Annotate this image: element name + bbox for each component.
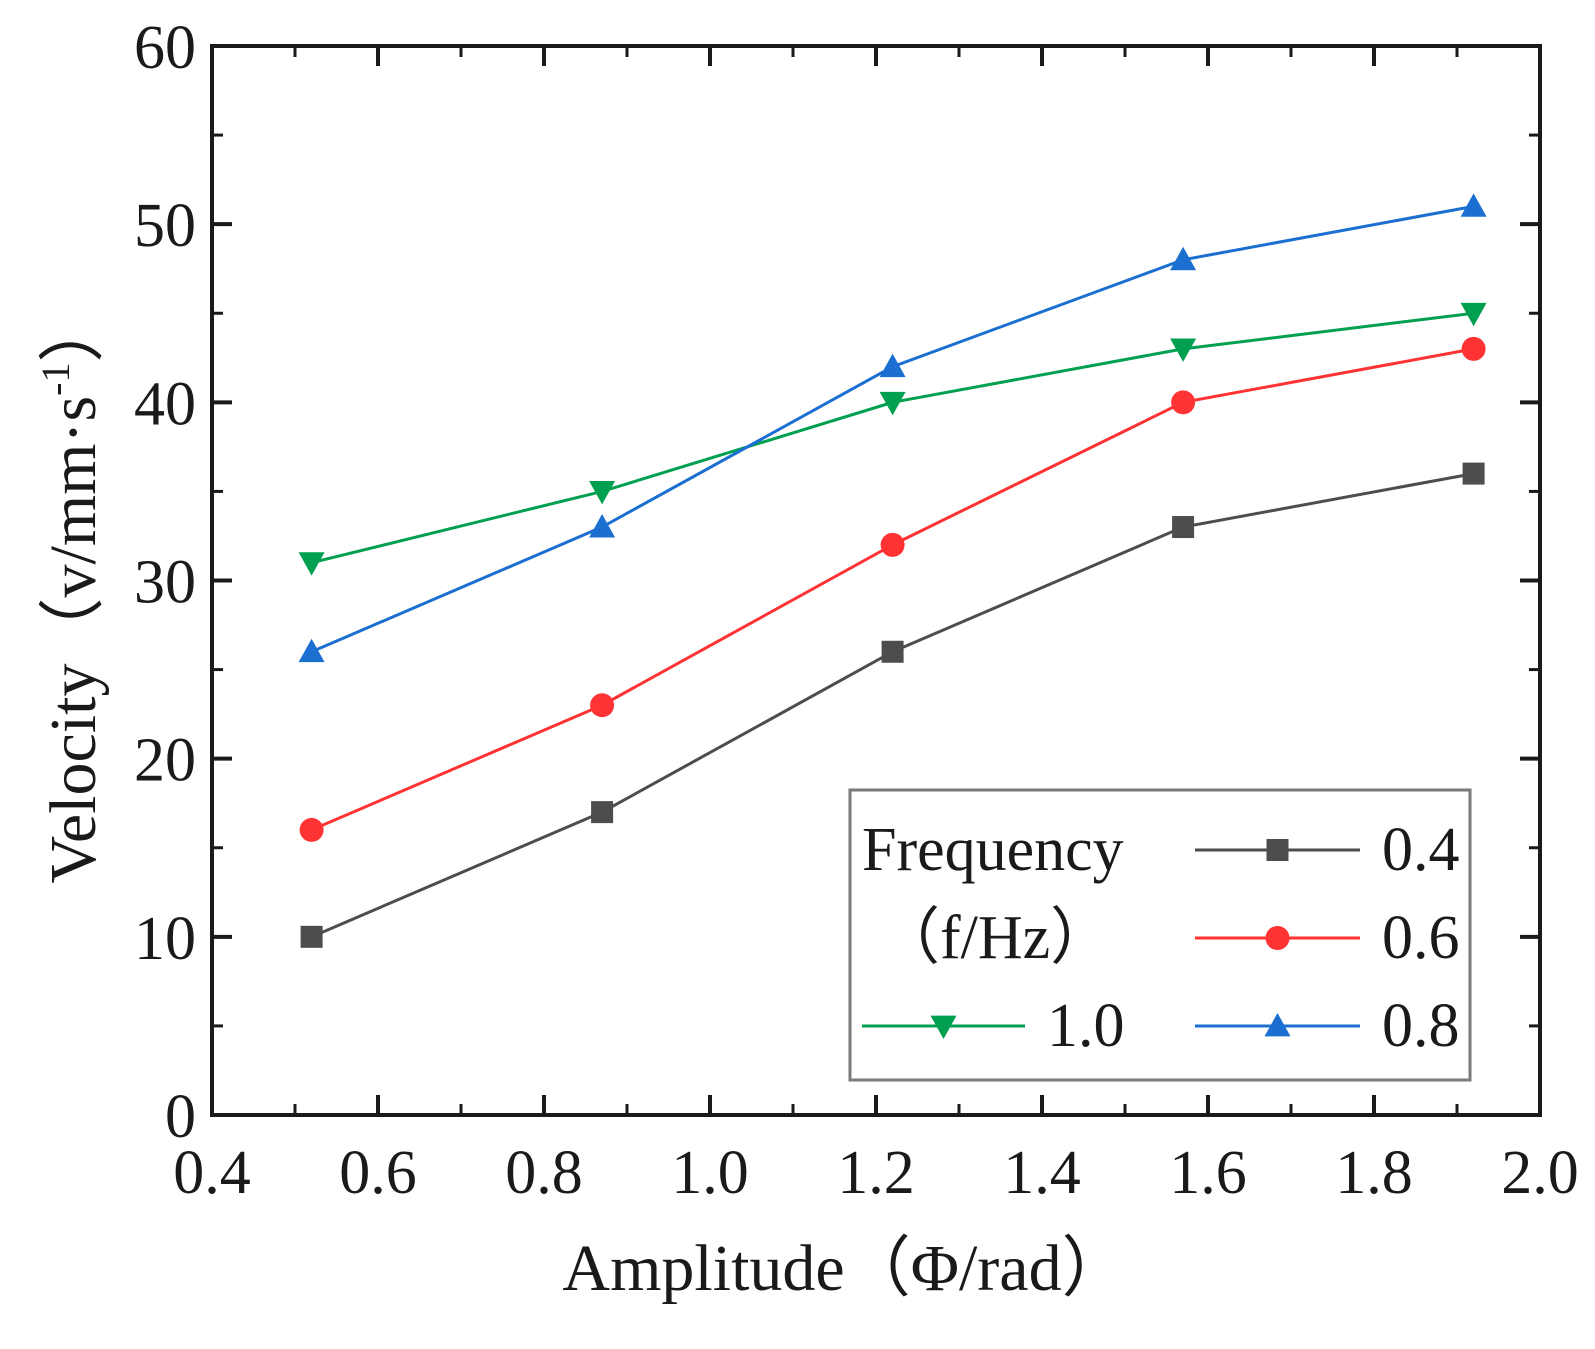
legend-entry-0.6: 0.6 [1195,904,1460,972]
legend-marker [1264,1013,1291,1037]
legend-box [848,788,1472,1082]
y-axis-label-close: ） [37,297,110,363]
data-point [1170,338,1197,362]
legend-label: 0.6 [1382,904,1460,972]
series-0.4 [300,462,1485,948]
axis-ticks: 0.4 0.6 0.8 1.0 1.2 1.4 1.6 1.8 2.0 0 10 20 30 40 50 60 [134,14,1579,1207]
y-tick-label: 30 [134,549,196,617]
data-point [298,552,325,576]
legend-label: 0.8 [1382,992,1460,1060]
series-0.6 [299,336,1486,842]
data-point [1460,193,1487,217]
y-tick-label: 0 [165,1083,196,1151]
data-point [1172,516,1195,539]
y-axis-label-group: Velocity（v/mm·s-1） [33,297,110,884]
legend-entry-0.8: 0.8 [1195,992,1460,1060]
x-tick-label: 1.6 [1169,1139,1247,1207]
x-tick-label: 0.4 [173,1139,251,1207]
data-point [1462,462,1485,485]
y-tick-label: 40 [134,370,196,438]
x-tick-label: 1.2 [837,1139,915,1207]
series-0.8 [298,193,1487,663]
y-tick-label: 50 [134,192,196,260]
data-point [300,925,323,948]
legend: Frequency （f/Hz） 0.4 0.6 1.0 0.8 [848,788,1472,1082]
data-point [299,817,324,842]
x-tick-label: 1.0 [671,1139,749,1207]
legend-marker [1266,839,1289,861]
legend-label: 1.0 [1047,992,1125,1060]
series-1.0 [298,302,1487,576]
series-layer [298,193,1487,948]
x-tick-label: 1.8 [1335,1139,1413,1207]
series-line [311,347,1474,832]
y-tick-label: 20 [134,727,196,795]
x-tick-label: 1.4 [1003,1139,1081,1207]
x-tick-label: 0.8 [505,1139,583,1207]
series-line [311,311,1474,565]
data-point [1171,390,1196,415]
legend-entry-1.0: 1.0 [862,992,1125,1060]
legend-marker [1265,926,1290,950]
y-tick-label: 10 [134,905,196,973]
data-point [880,532,905,557]
data-point [879,391,906,416]
legend-entries: 0.4 0.6 1.0 0.8 [862,816,1460,1060]
y-tick-label: 60 [134,14,196,82]
data-point [1460,302,1487,327]
x-axis-label: Amplitude（Φ/rad） [562,1232,1127,1305]
data-point [298,638,325,663]
data-point [591,801,614,824]
x-tick-label: 0.6 [339,1139,417,1207]
data-point [1170,246,1197,271]
y-axis-label: Velocity（v/mm·s [37,396,110,884]
x-tick-label: 2.0 [1501,1139,1579,1207]
svg-text:Velocity（v/mm·s-1）: Velocity（v/mm·s-1） [33,297,110,884]
data-point [589,481,616,505]
legend-title-line1: Frequency [862,816,1124,884]
legend-marker [930,1015,957,1039]
legend-label: 0.4 [1382,816,1460,884]
y-axis-label-superscript: -1 [33,363,78,396]
data-point [879,353,906,378]
series-line [311,204,1474,654]
legend-title-line2: （f/Hz） [878,904,1112,972]
data-point [589,514,616,538]
data-point [881,640,904,663]
data-point [590,693,615,718]
legend-entry-0.4: 0.4 [1195,816,1460,884]
data-point [1461,336,1486,361]
